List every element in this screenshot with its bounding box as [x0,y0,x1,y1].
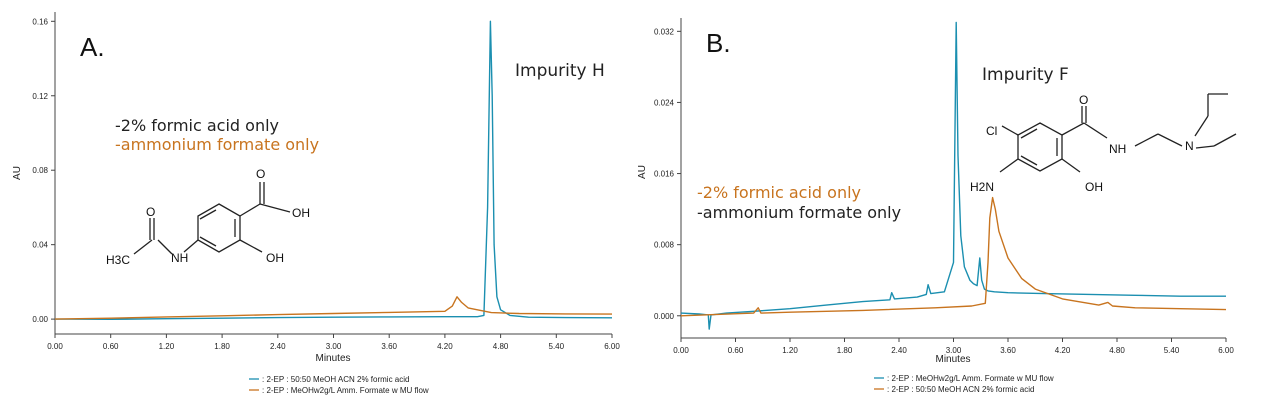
x-tick-label: 0.60 [728,346,744,355]
y-ticks: 0.00 0.04 0.08 0.12 0.16 [32,17,55,324]
legend-entry: : 2-EP : MeOHw2g/L Amm. Formate w MU flo… [262,386,429,395]
atom-oh: OH [1085,180,1103,194]
y-tick-label: 0.08 [32,166,48,175]
series-line-0 [680,21,1226,330]
y-tick-label: 0.032 [654,27,675,36]
x-axis-label: Minutes [315,353,350,364]
y-tick-label: 0.12 [32,92,48,101]
chart-panel-a: 0.00 0.04 0.08 0.12 0.16 0.00 0.60 1.20 1.80 2.4… [12,12,620,395]
panel-label: A. [80,32,105,62]
x-tick-label: 5.40 [1164,346,1180,355]
atom-cl: Cl [986,124,997,138]
legend-entry: : 2-EP : 50:50 MeOH ACN 2% formic acid [262,375,409,384]
x-axis-label: Minutes [935,354,970,365]
series-group [54,20,613,320]
compound-label: Impurity H [515,61,605,81]
atom-oh-ring: OH [266,251,284,265]
condition-ammonium-formate: -ammonium formate only [697,203,901,222]
x-tick-label: 4.20 [1055,346,1071,355]
x-tick-label: 0.60 [103,342,119,351]
atom-o-carbonyl: O [256,167,265,181]
x-tick-label: 1.80 [837,346,853,355]
x-tick-label: 2.40 [270,342,286,351]
x-tick-label: 1.20 [159,342,175,351]
y-axis-label: AU [637,165,648,179]
atom-h2n: H2N [970,180,994,194]
x-tick-label: 6.00 [604,342,620,351]
y-axis-label: AU [12,166,23,180]
series-group [680,21,1227,330]
y-tick-label: 0.024 [654,98,675,107]
y-tick-label: 0.000 [654,312,675,321]
chemical-structure-impurity-f [999,93,1237,173]
panel-label: B. [706,28,731,58]
x-tick-label: 3.00 [326,342,342,351]
x-tick-label: 0.00 [673,346,689,355]
chart-panel-b: 0.000 0.008 0.016 0.024 0.032 0.00 0.60 1.20 1.… [637,18,1237,394]
y-tick-label: 0.00 [32,315,48,324]
condition-formic-acid: -2% formic acid only [115,116,279,135]
y-tick-label: 0.016 [654,170,675,179]
x-tick-label: 4.80 [1109,346,1125,355]
legend: : 2-EP : 50:50 MeOH ACN 2% formic acid :… [249,375,429,395]
y-tick-label: 0.008 [654,241,675,250]
y-tick-label: 0.04 [32,241,48,250]
atom-oh-carboxyl: OH [292,206,310,220]
condition-formic-acid: -2% formic acid only [697,183,861,202]
x-tick-label: 3.60 [1000,346,1016,355]
legend: : 2-EP : MeOHw2g/L Amm. Formate w MU flo… [874,374,1054,394]
y-tick-label: 0.16 [32,17,48,26]
x-tick-label: 0.00 [47,342,63,351]
series-line-1 [54,296,613,320]
x-tick-label: 3.60 [381,342,397,351]
condition-ammonium-formate: -ammonium formate only [115,135,319,154]
atom-n-tertiary: N [1185,139,1194,153]
atom-methyl: H3C [106,253,130,267]
y-ticks: 0.000 0.008 0.016 0.024 0.032 [654,27,681,321]
compound-label: Impurity F [982,65,1069,85]
x-tick-label: 6.00 [1218,346,1234,355]
x-tick-label: 4.80 [493,342,509,351]
chemical-structure-impurity-h [133,182,291,255]
atom-o-carbonyl: O [1079,93,1088,107]
legend-entry: : 2-EP : 50:50 MeOH ACN 2% formic acid [887,385,1034,394]
x-tick-label: 1.20 [782,346,798,355]
x-ticks: 0.00 0.60 1.20 1.80 2.40 3.00 3.60 4.20 4.80 5.40… [673,338,1234,355]
atom-o-amide: O [146,205,155,219]
series-line-1 [680,196,1227,317]
x-tick-label: 2.40 [891,346,907,355]
atom-nh: NH [171,251,188,265]
x-tick-label: 1.80 [214,342,230,351]
x-tick-label: 3.00 [946,346,962,355]
legend-entry: : 2-EP : MeOHw2g/L Amm. Formate w MU flo… [887,374,1054,383]
x-tick-label: 5.40 [549,342,565,351]
atom-nh: NH [1109,142,1126,156]
x-tick-label: 4.20 [437,342,453,351]
series-line-0 [54,20,613,320]
x-ticks: 0.00 0.60 1.20 1.80 2.40 3.00 3.60 4.20 4.80 5.40… [47,334,620,351]
